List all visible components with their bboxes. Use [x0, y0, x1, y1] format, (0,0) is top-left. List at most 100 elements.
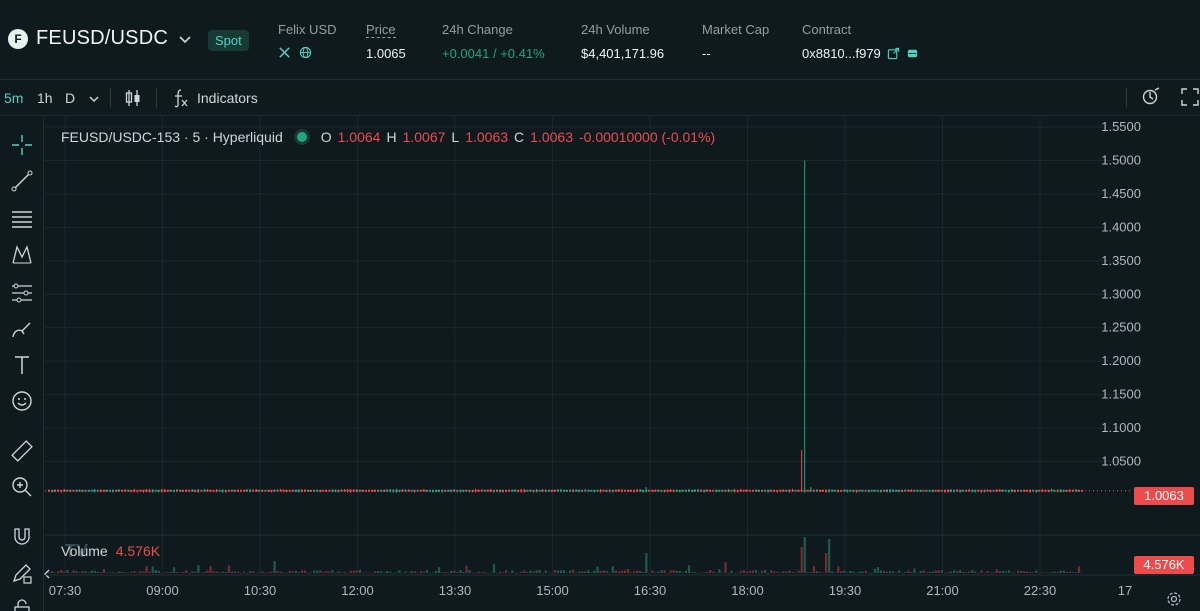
- zoom-in-icon: [12, 477, 32, 497]
- chart-settings-gear-icon[interactable]: [1166, 591, 1182, 607]
- candle-body: [910, 489, 913, 492]
- copy-icon[interactable]: [906, 47, 919, 60]
- volume-bar: [1004, 571, 1007, 573]
- indicators-button[interactable]: Indicators: [197, 90, 258, 106]
- crosshair-tool[interactable]: [8, 131, 36, 159]
- fib-tool[interactable]: [8, 205, 36, 233]
- volume-bar: [803, 537, 806, 573]
- candle-body: [986, 489, 989, 492]
- volume-bar: [447, 572, 450, 574]
- volume-bar: [882, 570, 886, 573]
- volume-bar: [1077, 566, 1081, 573]
- candle-body: [858, 489, 861, 492]
- volume-bar: [139, 571, 142, 573]
- volume-bar: [812, 565, 816, 573]
- globe-icon[interactable]: [299, 46, 312, 59]
- volume-bar: [1016, 570, 1020, 573]
- pair-selector[interactable]: F FEUSD/USDC: [8, 27, 192, 50]
- x-twitter-icon[interactable]: [278, 46, 291, 59]
- candle-body: [154, 489, 157, 492]
- price-chart[interactable]: 1.5500 1.5000 1.4500 1.4000 1.3500 1.3000 1.25…: [45, 117, 1200, 611]
- interval-5m[interactable]: 5m: [4, 90, 24, 106]
- volume-bar: [773, 571, 776, 573]
- text-tool[interactable]: [8, 351, 36, 379]
- volume-bar: [279, 571, 282, 573]
- candle-body: [733, 489, 736, 492]
- pattern-tool[interactable]: [8, 241, 36, 269]
- change-value: +0.0041 / +0.41%: [442, 46, 545, 61]
- candle-body: [974, 489, 977, 492]
- candle-body: [757, 489, 760, 492]
- volume-bar: [246, 572, 249, 574]
- candle-body: [425, 489, 428, 492]
- volume-bar: [172, 567, 176, 573]
- zoom-tool[interactable]: [8, 473, 36, 501]
- volume-bar: [54, 572, 57, 574]
- volume-bar: [727, 572, 730, 574]
- candle-body: [785, 489, 788, 492]
- emoji-tool[interactable]: [8, 387, 36, 415]
- volume-bar: [639, 571, 642, 573]
- candle-body: [739, 489, 742, 492]
- magnet-tool[interactable]: [8, 523, 36, 551]
- candle-body: [249, 489, 252, 492]
- candle-body: [718, 489, 721, 492]
- candle-body: [943, 489, 946, 492]
- candlestick-chart[interactable]: 1.5500 1.5000 1.4500 1.4000 1.3500 1.3000 1.25…: [45, 117, 1200, 611]
- interval-1h[interactable]: 1h: [37, 90, 53, 106]
- candle-type-icon[interactable]: [124, 88, 142, 108]
- lock-tool[interactable]: [8, 595, 36, 611]
- candle-body: [401, 489, 404, 492]
- measure-tool[interactable]: [8, 437, 36, 465]
- candle-body: [873, 489, 876, 492]
- volume-bar: [249, 571, 252, 573]
- replay-icon[interactable]: [1141, 87, 1161, 107]
- stay-drawing-tool[interactable]: [8, 559, 36, 587]
- candle-body: [797, 489, 800, 492]
- candle-body: [566, 489, 568, 492]
- expand-arrow-icon[interactable]: [43, 569, 51, 579]
- candle-body: [523, 489, 526, 492]
- brush-tool[interactable]: [8, 315, 36, 343]
- volume-bar: [764, 570, 767, 573]
- fullscreen-icon[interactable]: [1180, 87, 1200, 107]
- text-icon: [15, 356, 29, 374]
- candle-body: [441, 489, 444, 492]
- volume-bar: [215, 571, 218, 573]
- volume-bar: [474, 572, 477, 574]
- chevron-down-icon[interactable]: [178, 32, 192, 46]
- trendline-tool[interactable]: [8, 167, 36, 195]
- candle-body: [678, 489, 681, 492]
- interval-d[interactable]: D: [65, 90, 76, 106]
- candle-body: [651, 489, 654, 492]
- candle-body: [99, 489, 102, 492]
- candle-body: [782, 489, 785, 492]
- candle-body: [614, 489, 617, 492]
- volume-bar: [846, 572, 849, 573]
- candle-body: [901, 489, 904, 492]
- volume-bar: [946, 572, 950, 573]
- price-label: Price: [366, 22, 396, 38]
- volume-bar: [934, 570, 937, 573]
- volume-bar: [419, 571, 422, 573]
- candle-body: [209, 489, 212, 492]
- interval-chevron-icon[interactable]: [88, 93, 100, 105]
- volume-bar: [782, 571, 785, 573]
- volume-bar: [1020, 570, 1023, 573]
- volume-bar: [614, 570, 617, 573]
- candle-body: [63, 489, 66, 492]
- volume-bar: [523, 570, 526, 573]
- projection-tool[interactable]: [8, 279, 36, 307]
- candle-body: [663, 489, 666, 492]
- volume-bar: [96, 571, 99, 573]
- candle-body: [529, 489, 532, 492]
- function-icon[interactable]: [172, 88, 190, 108]
- volume-bar: [492, 564, 496, 573]
- volume-bar: [133, 571, 136, 573]
- volume-bar: [188, 572, 191, 574]
- external-link-icon[interactable]: [887, 47, 900, 60]
- candle-body: [361, 489, 364, 492]
- volume-bar: [99, 572, 102, 573]
- volume-bar: [898, 570, 901, 573]
- y-axis-tick-label: 1.3500: [1101, 253, 1141, 268]
